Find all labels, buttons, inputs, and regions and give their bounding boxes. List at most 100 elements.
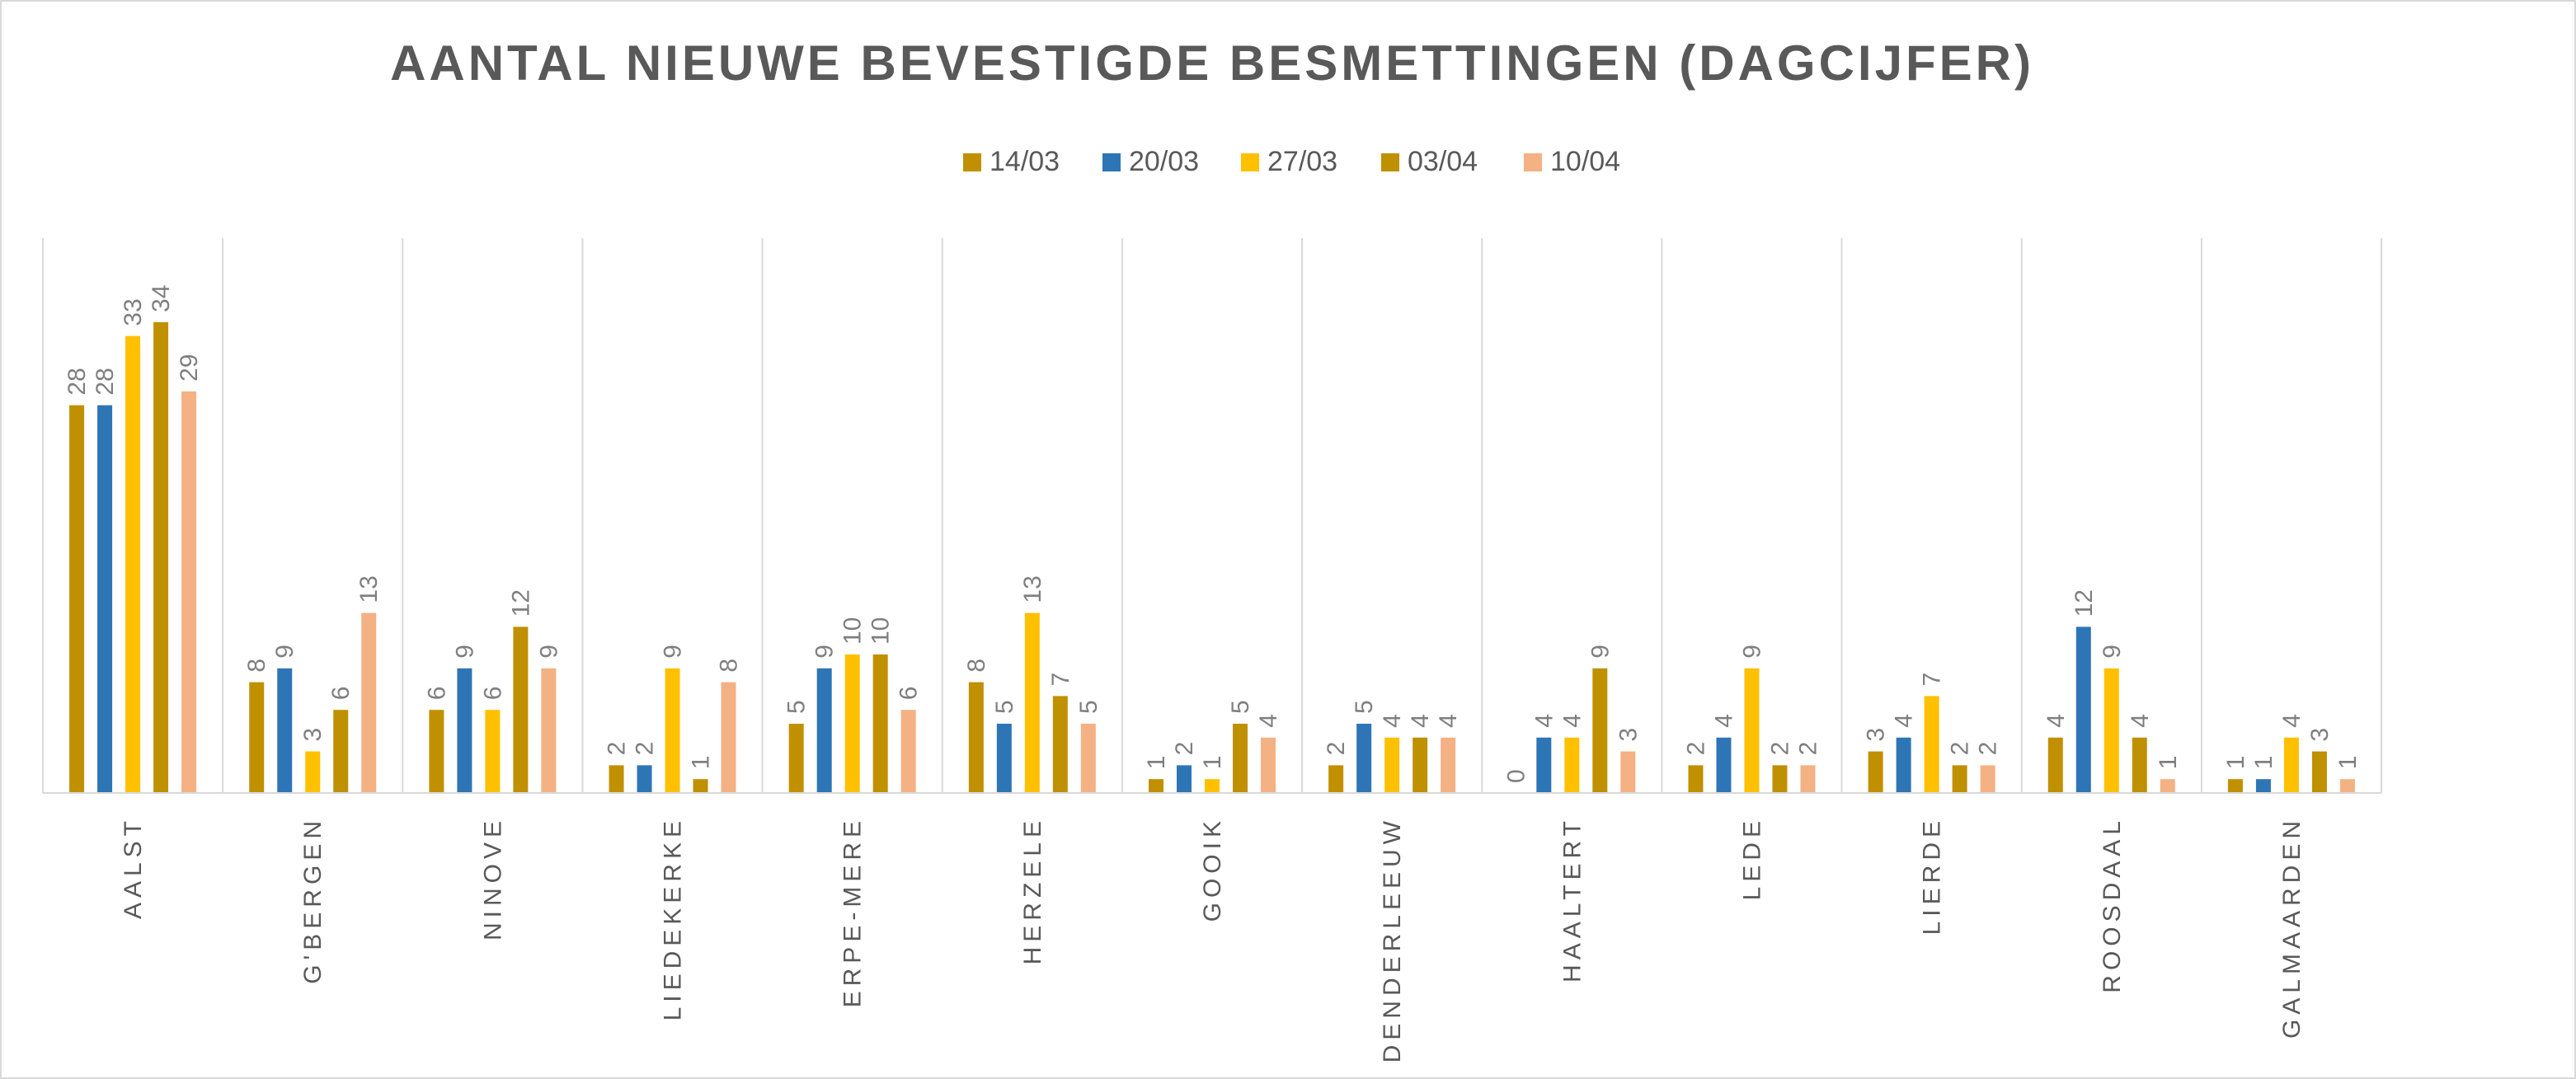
category-label: GALMAARDEN xyxy=(2278,816,2306,1039)
data-label: 3 xyxy=(299,728,327,742)
bar xyxy=(2047,737,2063,793)
data-label: 2 xyxy=(1947,742,1974,756)
bar xyxy=(277,668,293,793)
data-label: 1 xyxy=(2155,756,2182,770)
bar xyxy=(609,765,624,793)
category-label: DENDERLEEUW xyxy=(1379,816,1406,1063)
data-label: 9 xyxy=(271,645,298,659)
bar xyxy=(2104,668,2119,793)
category-label: LIERDE xyxy=(1919,816,1946,935)
bar xyxy=(1052,696,1068,793)
category-label: HAALTERT xyxy=(1558,816,1586,983)
bar xyxy=(1024,612,1040,793)
category-label: G'BERGEN xyxy=(299,816,327,984)
data-label: 2 xyxy=(604,742,631,756)
data-label: 2 xyxy=(1682,742,1709,756)
data-label: 4 xyxy=(1379,714,1406,728)
bar xyxy=(2255,779,2271,793)
data-label: 6 xyxy=(479,687,506,701)
data-label: 13 xyxy=(355,575,383,603)
data-label: 3 xyxy=(1863,728,1890,742)
bar xyxy=(485,710,501,793)
data-label: 33 xyxy=(120,298,147,326)
category-label: NINOVE xyxy=(479,816,506,941)
data-label: 9 xyxy=(1738,645,1765,659)
data-label: 9 xyxy=(660,645,687,659)
data-label: 6 xyxy=(327,687,355,701)
legend-label: 14/03 xyxy=(990,146,1060,177)
data-label: 9 xyxy=(451,645,478,659)
data-label: 1 xyxy=(1199,756,1226,770)
bar xyxy=(721,682,736,793)
data-label: 3 xyxy=(1615,728,1642,742)
bar xyxy=(872,654,888,793)
data-label: 2 xyxy=(1171,742,1198,756)
data-label: 9 xyxy=(811,645,839,659)
bar xyxy=(1744,668,1760,793)
data-label: 4 xyxy=(1891,714,1918,728)
bar xyxy=(1441,737,1456,793)
legend: 14/03 20/03 27/03 03/04 10/04 xyxy=(963,146,1620,177)
bar xyxy=(1564,737,1580,793)
bar xyxy=(2132,737,2147,793)
bar xyxy=(181,391,197,793)
bar xyxy=(1620,751,1636,793)
legend-swatch xyxy=(1381,153,1399,171)
data-label: 10 xyxy=(867,617,895,645)
bar xyxy=(693,779,708,793)
legend-swatch xyxy=(1241,153,1259,171)
bar xyxy=(1536,737,1552,793)
bar xyxy=(2075,626,2091,793)
data-label: 9 xyxy=(535,645,562,659)
data-label: 4 xyxy=(2278,714,2306,728)
data-label: 4 xyxy=(1558,714,1586,728)
data-label: 2 xyxy=(1323,742,1350,756)
category-labels: AALST G'BERGEN NINOVE LIEDEKERKE ERPE-MERE HE… xyxy=(120,816,2306,1063)
bar xyxy=(97,405,113,793)
category-label: LEDE xyxy=(1738,816,1765,900)
bar xyxy=(844,654,860,793)
chart-title: AANTAL NIEUWE BEVESTIGDE BESMETTINGEN (D… xyxy=(390,35,2034,91)
bar xyxy=(665,668,680,793)
data-label: 4 xyxy=(1435,714,1462,728)
bar xyxy=(1980,765,1995,793)
data-label: 34 xyxy=(148,284,175,312)
bar xyxy=(153,321,169,793)
bars xyxy=(69,321,2355,794)
data-label: 1 xyxy=(2222,756,2249,770)
legend-label: 20/03 xyxy=(1129,146,1199,177)
bar xyxy=(2227,779,2243,793)
data-label: 5 xyxy=(1075,700,1102,714)
bar xyxy=(1413,737,1428,793)
bar xyxy=(1205,779,1220,793)
bar xyxy=(637,765,652,793)
category-label: LIEDEKERKE xyxy=(660,816,687,1020)
bar xyxy=(1356,724,1372,793)
bar xyxy=(249,682,265,793)
data-label: 8 xyxy=(716,659,743,673)
bar xyxy=(1328,765,1344,793)
data-label: 1 xyxy=(2334,756,2362,770)
bar xyxy=(816,668,832,793)
bar xyxy=(1924,696,1939,793)
data-label: 3 xyxy=(2306,728,2334,742)
data-label: 1 xyxy=(688,756,715,770)
bar xyxy=(2339,779,2355,793)
legend-label: 27/03 xyxy=(1267,146,1337,177)
category-label: ROOSDAAL xyxy=(2099,816,2126,993)
data-label: 13 xyxy=(1019,575,1046,603)
bar xyxy=(2283,737,2299,793)
data-label: 29 xyxy=(176,354,203,381)
bar xyxy=(69,405,85,793)
bar xyxy=(2160,779,2175,793)
data-label: 1 xyxy=(1143,756,1170,770)
data-label: 2 xyxy=(1975,742,2002,756)
data-label: 7 xyxy=(1047,673,1074,687)
data-label: 12 xyxy=(2071,589,2098,617)
bar xyxy=(2311,751,2327,793)
legend-label: 10/04 xyxy=(1550,146,1620,177)
data-label: 5 xyxy=(991,700,1018,714)
